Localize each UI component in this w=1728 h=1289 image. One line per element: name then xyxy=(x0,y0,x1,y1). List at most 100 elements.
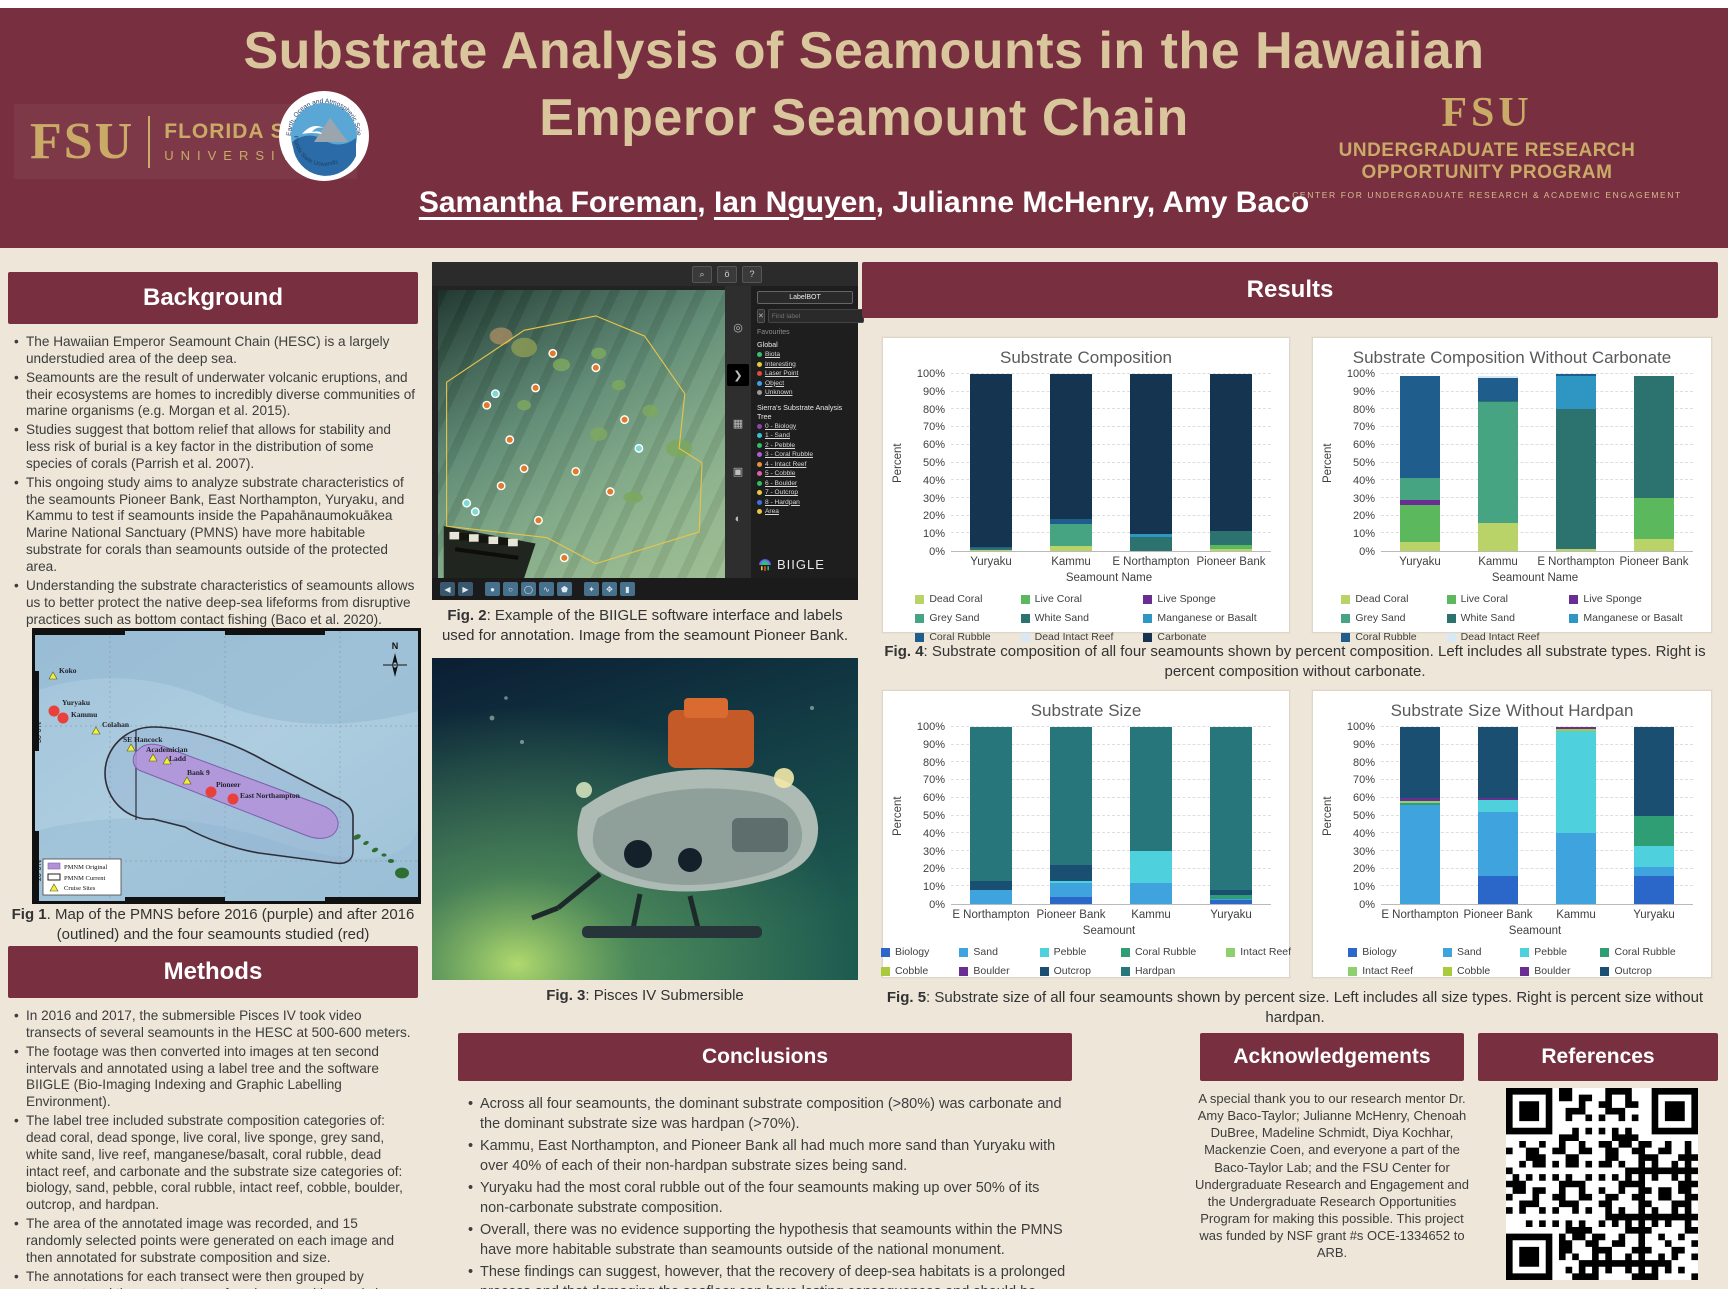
chart-x-categories: E Northampton Pioneer Bank Kammu Yuryaku xyxy=(1381,905,1693,921)
chart-bar-e-northampton xyxy=(1399,727,1441,904)
legend-item-live-sponge: Live Sponge xyxy=(1569,593,1682,605)
clear-filter-icon[interactable]: ✕ xyxy=(757,309,765,323)
bullet-item: Seamounts are the result of underwater v… xyxy=(12,370,416,421)
legend-swatch xyxy=(1341,594,1351,604)
svg-text:N: N xyxy=(392,641,399,651)
move-tool-icon[interactable]: ✥ xyxy=(602,582,617,596)
label-name[interactable]: Laser Point xyxy=(765,370,799,377)
legend-item-manganese-or-basalt: Manganese or Basalt xyxy=(1569,612,1683,624)
legend-item-boulder: Boulder xyxy=(1520,965,1570,977)
biigle-topbar: ⌕ ö ? xyxy=(432,262,858,286)
label-tree-item[interactable]: 3 - Coral Rubble xyxy=(757,451,853,458)
labelbot-button[interactable]: LabelBOT xyxy=(757,291,853,304)
ellipse-tool-icon[interactable]: ◯ xyxy=(521,582,536,596)
point-tool-icon[interactable]: ● xyxy=(485,582,500,596)
label-tree-item[interactable]: Unknown xyxy=(757,389,853,396)
label-tree-item[interactable]: 2 - Pebble xyxy=(757,442,853,449)
chart-title: Substrate Composition xyxy=(1000,348,1172,367)
label-tree-item[interactable]: Area xyxy=(757,508,853,515)
label-name[interactable]: 1 - Sand xyxy=(765,432,790,439)
label-name[interactable]: 0 - Biology xyxy=(765,422,797,430)
label-name[interactable]: Object xyxy=(765,379,785,387)
user-icon[interactable]: ö xyxy=(717,265,737,283)
label-name[interactable]: 2 - Pebble xyxy=(765,441,796,449)
bar-segment-dead-coral xyxy=(1555,549,1597,551)
help-icon[interactable]: ? xyxy=(742,265,762,283)
y-tick-label: 10% xyxy=(1352,528,1375,541)
annotation-points[interactable] xyxy=(462,348,644,563)
chart-y-axis-label: Percent xyxy=(892,443,904,483)
bar-segment-sand xyxy=(1399,804,1441,904)
label-tree-item[interactable]: 7 - Outcrop xyxy=(757,489,853,496)
biigle-logo: BIIGLE xyxy=(757,550,853,578)
bar-segment-pebble xyxy=(1477,799,1519,812)
label-name[interactable]: 8 - Hardpan xyxy=(765,498,800,506)
label-name[interactable]: 5 - Cobble xyxy=(765,470,796,477)
label-tree-item[interactable]: 8 - Hardpan xyxy=(757,499,853,506)
legend-swatch xyxy=(1443,947,1452,957)
chart-bar-kammu xyxy=(1555,727,1597,904)
label-tree-item[interactable]: 1 - Sand xyxy=(757,432,853,439)
label-tree-item[interactable]: Object xyxy=(757,380,853,387)
y-tick-label: 100% xyxy=(1346,721,1375,733)
annotation-mode-icon[interactable]: ◎ xyxy=(733,321,743,334)
search-icon[interactable]: ⌕ xyxy=(692,265,712,283)
polyline-tool-icon[interactable]: ∿ xyxy=(539,582,554,596)
image-settings-icon[interactable]: ▣ xyxy=(732,465,744,478)
legend-item-live-coral: Live Coral xyxy=(1020,593,1114,605)
chart-bar-e-northampton xyxy=(1130,374,1172,551)
label-name[interactable]: 6 - Boulder xyxy=(765,479,798,487)
legend-swatch xyxy=(1020,632,1030,642)
label-tree-item[interactable]: Interesting xyxy=(757,361,853,368)
polygon-tool-icon[interactable]: ⬟ xyxy=(557,582,572,596)
magic-wand-icon[interactable]: ✦ xyxy=(584,582,599,596)
x-category-label: Kammu xyxy=(1131,909,1171,921)
label-tree-item[interactable]: 6 - Boulder xyxy=(757,480,853,487)
y-tick-label: 0% xyxy=(1359,546,1375,558)
label-name[interactable]: Area xyxy=(765,508,779,515)
bar-segment-outcrop xyxy=(970,881,1012,890)
legend-item-dead-coral: Dead Coral xyxy=(1341,593,1416,605)
y-tick-label: 70% xyxy=(1352,774,1375,787)
label-tree-item[interactable]: Laser Point xyxy=(757,370,853,377)
y-tick-label: 20% xyxy=(1352,863,1375,876)
legend-swatch xyxy=(915,613,925,623)
find-label-input[interactable] xyxy=(767,309,864,323)
urop-fsu-acronym: FSU xyxy=(1441,90,1533,136)
x-category-label: Yuryaku xyxy=(1399,556,1441,568)
y-tick-label: 40% xyxy=(922,827,945,840)
y-tick-label: 40% xyxy=(1352,827,1375,840)
circle-tool-icon[interactable]: ○ xyxy=(503,582,518,596)
label-tree-item[interactable]: 0 - Biology xyxy=(757,423,853,430)
bar-segment-boulder xyxy=(1555,727,1597,729)
chart-title: Substrate Composition Without Carbonate xyxy=(1352,348,1672,367)
legend-swatch xyxy=(1341,613,1351,623)
legend-item-white-sand: White Sand xyxy=(1020,612,1114,624)
bar-segment-sand xyxy=(1050,882,1092,897)
label-tree-item[interactable]: 5 - Cobble xyxy=(757,470,853,477)
label-color-dot xyxy=(757,480,762,486)
label-name[interactable]: Biota xyxy=(765,351,781,358)
label-name[interactable]: 7 - Outcrop xyxy=(765,489,798,496)
next-image-icon[interactable]: ▶ xyxy=(458,582,473,596)
previous-image-icon[interactable]: ◀ xyxy=(440,582,455,596)
bullet-item: In 2016 and 2017, the submersible Pisces… xyxy=(12,1008,416,1042)
label-name[interactable]: 3 - Coral Rubble xyxy=(765,451,814,458)
annotation-polygon[interactable] xyxy=(447,316,702,564)
y-tick-label: 80% xyxy=(1352,403,1375,416)
label-name[interactable]: 4 - Intact Reef xyxy=(765,460,807,468)
bar-segment-coral-rubble xyxy=(1555,374,1597,376)
map-frame-ticks xyxy=(35,631,418,901)
grid-view-icon[interactable]: ▦ xyxy=(732,417,744,430)
map-label-east-northampton: East Northampton xyxy=(240,791,301,800)
author-name: Ian Nguyen xyxy=(713,186,876,219)
label-name[interactable]: Unknown xyxy=(765,389,793,396)
legend-swatch xyxy=(1520,947,1530,957)
contrast-icon[interactable]: ◐ xyxy=(734,513,742,525)
chart-bar-yuryaku xyxy=(970,374,1012,551)
label-tree-item[interactable]: Biota xyxy=(757,351,853,358)
label-tree-item[interactable]: 4 - Intact Reef xyxy=(757,461,853,468)
collapse-panel-icon[interactable]: ❯ xyxy=(727,364,749,386)
delete-annotation-icon[interactable]: ▮ xyxy=(620,582,635,596)
label-name[interactable]: Interesting xyxy=(765,360,796,368)
